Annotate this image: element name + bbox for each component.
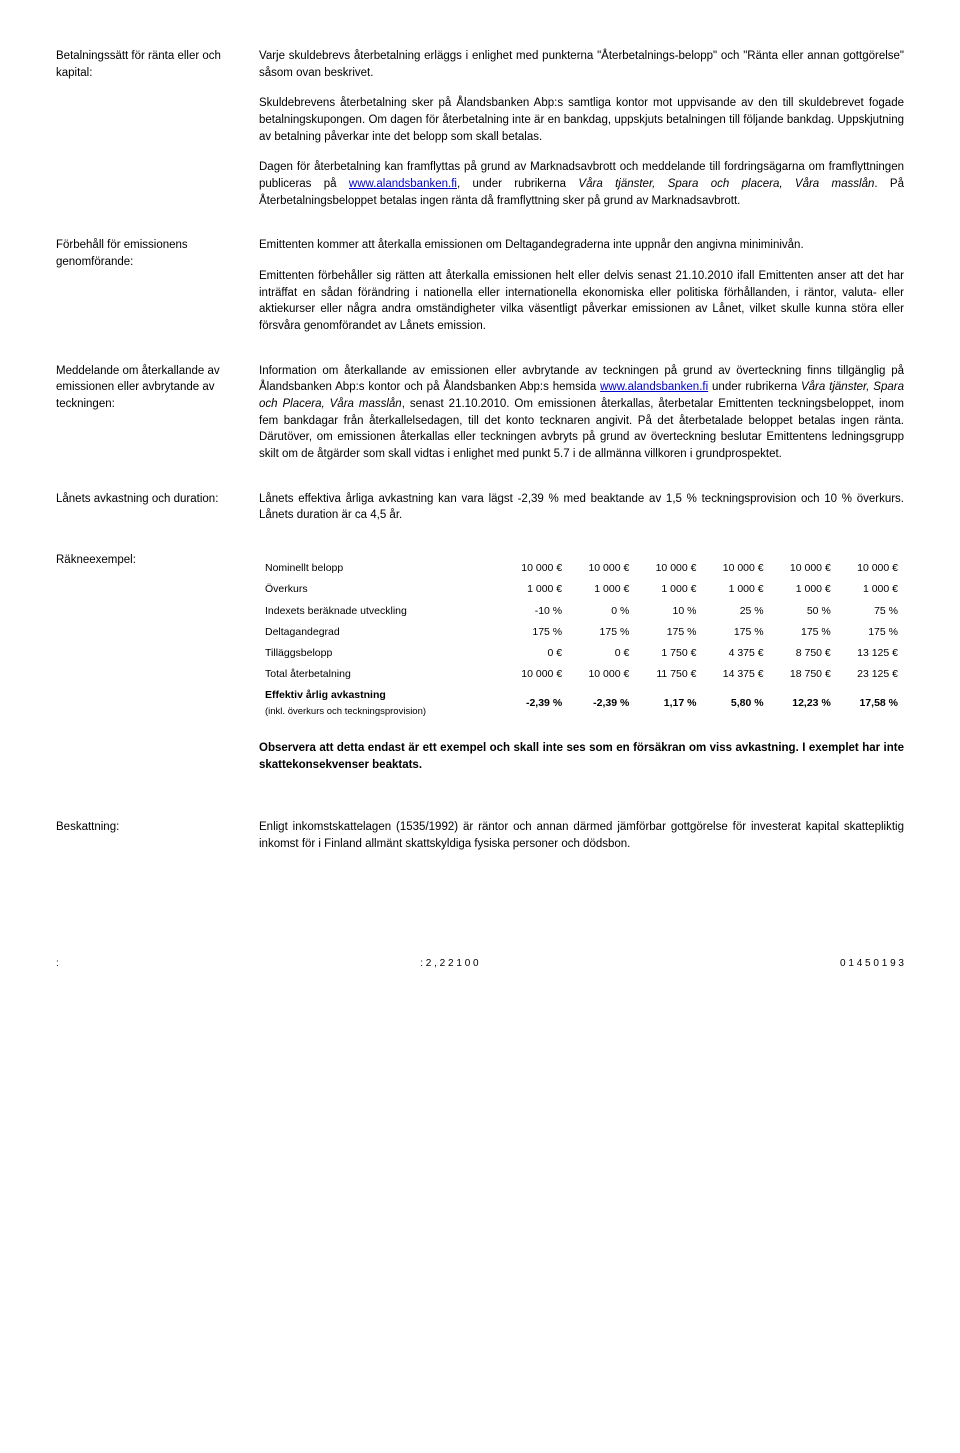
row-value: 10 000 € xyxy=(501,558,568,579)
row-value: 10 000 € xyxy=(770,558,837,579)
para: Varje skuldebrevs återbetalning erläggs … xyxy=(259,48,904,81)
row-label: Indexets beräknade utveckling xyxy=(259,601,501,622)
row-value: 12,23 % xyxy=(770,685,837,721)
footer-col2: : 2 , 2 2 1 0 0 xyxy=(420,957,478,972)
label-payment-method: Betalningssätt för ränta eller och kapit… xyxy=(56,48,259,223)
label-return-duration: Lånets avkastning och duration: xyxy=(56,491,259,538)
row-label: Deltagandegrad xyxy=(259,622,501,643)
row-value: -2,39 % xyxy=(501,685,568,721)
row-value: 8 750 € xyxy=(770,643,837,664)
label-recall-notice: Meddelande om återkallande av emissionen… xyxy=(56,363,259,477)
row-value: 50 % xyxy=(770,601,837,622)
row-value: -2,39 % xyxy=(568,685,635,721)
row-label: Total återbetalning xyxy=(259,664,501,685)
link-alandsbanken[interactable]: www.alandsbanken.fi xyxy=(349,178,457,190)
label-reservation: Förbehåll för emissionens genomförande: xyxy=(56,237,259,348)
section-payment-method: Betalningssätt för ränta eller och kapit… xyxy=(56,48,904,223)
body-calc-example: Nominellt belopp10 000 €10 000 €10 000 €… xyxy=(259,552,904,773)
row-label: Tilläggsbelopp xyxy=(259,643,501,664)
row-value: 1 000 € xyxy=(568,579,635,600)
row-value: 175 % xyxy=(702,622,769,643)
row-value: 1 000 € xyxy=(635,579,702,600)
para: Lånets effektiva årliga avkastning kan v… xyxy=(259,491,904,524)
row-value: 175 % xyxy=(837,622,904,643)
row-value: 175 % xyxy=(501,622,568,643)
row-value: 0 % xyxy=(568,601,635,622)
page-footer: : : 2 , 2 2 1 0 0 0 1 4 5 0 1 9 3 xyxy=(56,957,904,972)
row-value: -10 % xyxy=(501,601,568,622)
para: Emittenten förbehåller sig rätten att åt… xyxy=(259,268,904,335)
para: Emittenten kommer att återkalla emission… xyxy=(259,237,904,254)
row-value: 10 000 € xyxy=(568,558,635,579)
row-value: 1,17 % xyxy=(635,685,702,721)
para: Skuldebrevens återbetalning sker på Ålan… xyxy=(259,95,904,145)
row-value: 1 750 € xyxy=(635,643,702,664)
text: , under rubrikerna xyxy=(457,178,578,190)
body-return-duration: Lånets effektiva årliga avkastning kan v… xyxy=(259,491,904,538)
row-value: 175 % xyxy=(635,622,702,643)
table-row: Nominellt belopp10 000 €10 000 €10 000 €… xyxy=(259,558,904,579)
row-value: 1 000 € xyxy=(501,579,568,600)
row-value: 75 % xyxy=(837,601,904,622)
table-row: Indexets beräknade utveckling-10 %0 %10 … xyxy=(259,601,904,622)
row-label: Effektiv årlig avkastning(inkl. överkurs… xyxy=(259,685,501,721)
row-label: Nominellt belopp xyxy=(259,558,501,579)
body-recall-notice: Information om återkallande av emissione… xyxy=(259,363,904,477)
row-value: 1 000 € xyxy=(702,579,769,600)
label-calc-example: Räkneexempel: xyxy=(56,552,259,773)
row-value: 4 375 € xyxy=(702,643,769,664)
section-return-duration: Lånets avkastning och duration: Lånets e… xyxy=(56,491,904,538)
row-value: 1 000 € xyxy=(837,579,904,600)
table-row: Tilläggsbelopp0 €0 €1 750 €4 375 €8 750 … xyxy=(259,643,904,664)
label-taxation: Beskattning: xyxy=(56,819,259,866)
row-value: 17,58 % xyxy=(837,685,904,721)
row-value: 175 % xyxy=(568,622,635,643)
row-value: 14 375 € xyxy=(702,664,769,685)
table-row: Deltagandegrad175 %175 %175 %175 %175 %1… xyxy=(259,622,904,643)
footer-col3: 0 1 4 5 0 1 9 3 xyxy=(840,957,904,972)
row-value: 1 000 € xyxy=(770,579,837,600)
row-value: 18 750 € xyxy=(770,664,837,685)
section-taxation: Beskattning: Enligt inkomstskattelagen (… xyxy=(56,819,904,866)
row-label: Överkurs xyxy=(259,579,501,600)
table-row-bold: Effektiv årlig avkastning(inkl. överkurs… xyxy=(259,685,904,721)
row-value: 23 125 € xyxy=(837,664,904,685)
text: under rubrikerna xyxy=(708,381,801,393)
link-alandsbanken[interactable]: www.alandsbanken.fi xyxy=(600,381,708,393)
row-value: 10 000 € xyxy=(635,558,702,579)
footer-col1: : xyxy=(56,957,59,972)
row-value: 13 125 € xyxy=(837,643,904,664)
section-recall-notice: Meddelande om återkallande av emissionen… xyxy=(56,363,904,477)
table-row: Överkurs1 000 €1 000 €1 000 €1 000 €1 00… xyxy=(259,579,904,600)
body-taxation: Enligt inkomstskattelagen (1535/1992) är… xyxy=(259,819,904,866)
section-calc-example: Räkneexempel: Nominellt belopp10 000 €10… xyxy=(56,552,904,773)
body-payment-method: Varje skuldebrevs återbetalning erläggs … xyxy=(259,48,904,223)
section-reservation: Förbehåll för emissionens genomförande: … xyxy=(56,237,904,348)
row-value: 10 000 € xyxy=(837,558,904,579)
italic-text: Våra tjänster, Spara och placera, Våra m… xyxy=(578,178,874,190)
row-value: 10 % xyxy=(635,601,702,622)
row-value: 10 000 € xyxy=(501,664,568,685)
para: Dagen för återbetalning kan framflyttas … xyxy=(259,159,904,209)
row-value: 11 750 € xyxy=(635,664,702,685)
para: Information om återkallande av emissione… xyxy=(259,363,904,463)
para: Enligt inkomstskattelagen (1535/1992) är… xyxy=(259,819,904,852)
row-value: 10 000 € xyxy=(568,664,635,685)
row-value: 0 € xyxy=(568,643,635,664)
table-row: Total återbetalning10 000 €10 000 €11 75… xyxy=(259,664,904,685)
row-value: 5,80 % xyxy=(702,685,769,721)
body-reservation: Emittenten kommer att återkalla emission… xyxy=(259,237,904,348)
calc-table: Nominellt belopp10 000 €10 000 €10 000 €… xyxy=(259,558,904,722)
calc-note: Observera att detta endast är ett exempe… xyxy=(259,740,904,773)
row-value: 0 € xyxy=(501,643,568,664)
row-value: 10 000 € xyxy=(702,558,769,579)
row-value: 25 % xyxy=(702,601,769,622)
row-value: 175 % xyxy=(770,622,837,643)
